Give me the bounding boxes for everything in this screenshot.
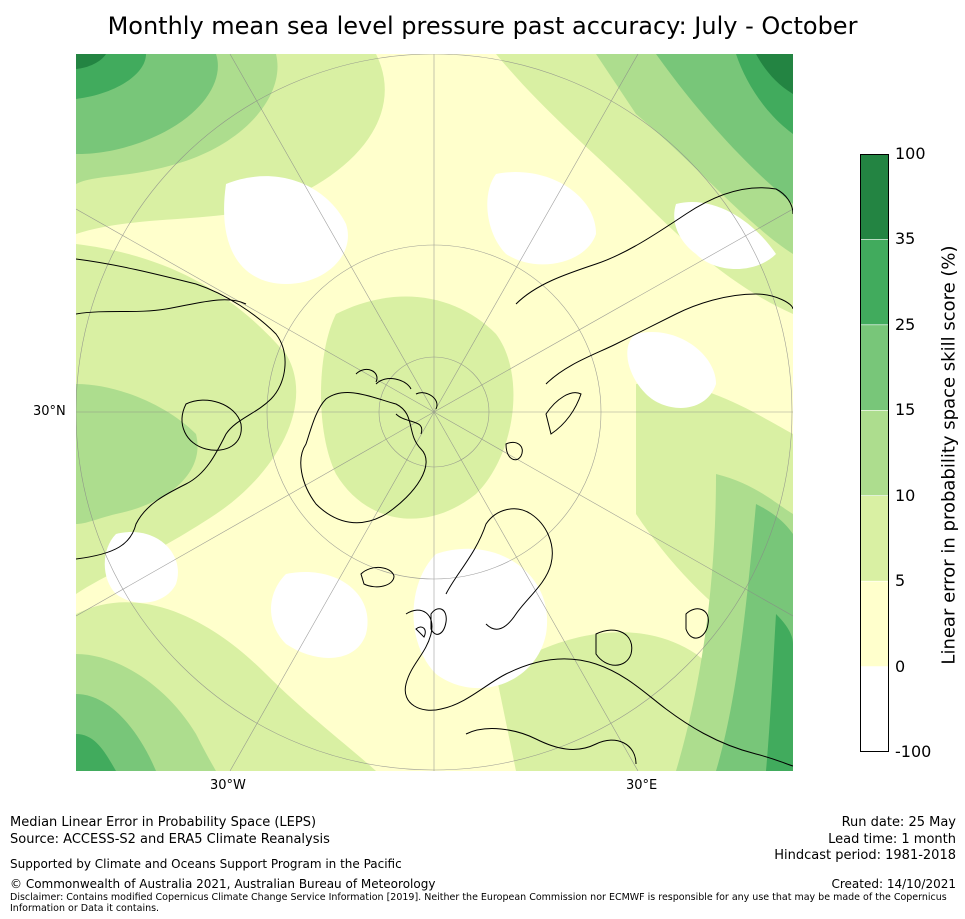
hudson-bay bbox=[181, 399, 242, 451]
novaya-zemlya bbox=[545, 392, 582, 435]
colorbar-frame bbox=[860, 154, 889, 752]
footer-source: Source: ACCESS-S2 and ERA5 Climate Reana… bbox=[10, 832, 330, 847]
svalbard bbox=[505, 441, 523, 461]
alaska-coast bbox=[76, 299, 247, 315]
colorbar-tick-label: 10 bbox=[895, 485, 916, 505]
footer-method: Median Linear Error in Probability Space… bbox=[10, 815, 317, 830]
footer-disclaimer-line2: Information or Data it contains. bbox=[10, 903, 160, 914]
iceland bbox=[360, 567, 395, 588]
colorbar-tick-label: 0 bbox=[895, 656, 906, 676]
colorbar-tick-label: 25 bbox=[895, 314, 916, 334]
lon-label-30w: 30°W bbox=[210, 778, 246, 793]
colorbar-tick-label: -100 bbox=[895, 742, 932, 761]
colorbar-svg bbox=[860, 154, 889, 752]
footer-copyright: © Commonwealth of Australia 2021, Austra… bbox=[10, 877, 436, 891]
greenland-coast bbox=[300, 392, 427, 524]
north-america-coast bbox=[76, 258, 286, 560]
polar-map-svg bbox=[76, 54, 793, 771]
colorbar-tick-label: 100 bbox=[895, 144, 926, 163]
lon-label-30e: 30°E bbox=[626, 778, 658, 793]
skill-35-100-region bbox=[76, 54, 793, 94]
skill-map bbox=[76, 54, 793, 771]
skill-negative-region bbox=[104, 172, 776, 689]
colorbar-bin bbox=[860, 154, 889, 240]
colorbar-bin bbox=[860, 581, 889, 667]
scandinavia-coast bbox=[445, 508, 553, 630]
europe-coast bbox=[404, 609, 793, 767]
graticule bbox=[76, 54, 793, 771]
colorbar-label: Linear error in probability space skill … bbox=[938, 245, 960, 665]
mediterranean bbox=[465, 728, 637, 765]
arctic-russia-coast bbox=[545, 293, 793, 385]
canadian-archipelago bbox=[355, 369, 438, 435]
page-title: Monthly mean sea level pressure past acc… bbox=[107, 12, 858, 40]
colorbar-bin bbox=[860, 666, 889, 752]
lat-label-30n: 30°N bbox=[33, 404, 66, 419]
footer-lead-time: Lead time: 1 month bbox=[828, 832, 956, 847]
colorbar-bin bbox=[860, 495, 889, 582]
colorbar-bin bbox=[860, 410, 889, 496]
siberia-coast bbox=[515, 187, 793, 305]
colorbar-bin bbox=[860, 239, 889, 325]
footer-support: Supported by Climate and Oceans Support … bbox=[10, 857, 402, 871]
footer-run-date: Run date: 25 May bbox=[841, 815, 956, 830]
colorbar-tick-label: 5 bbox=[895, 571, 906, 591]
british-isles bbox=[415, 608, 447, 638]
colorbar-tick-label: 15 bbox=[895, 400, 916, 420]
footer-created: Created: 14/10/2021 bbox=[831, 877, 956, 891]
colorbar-tick-label: 35 bbox=[895, 229, 916, 249]
footer-disclaimer-line1: Disclaimer: Contains modified Copernicus… bbox=[10, 892, 947, 903]
black-caspian bbox=[595, 608, 709, 666]
footer-hindcast: Hindcast period: 1981-2018 bbox=[774, 848, 956, 863]
colorbar-bin bbox=[860, 324, 889, 411]
colorbar bbox=[860, 154, 889, 752]
coastlines bbox=[76, 187, 793, 767]
